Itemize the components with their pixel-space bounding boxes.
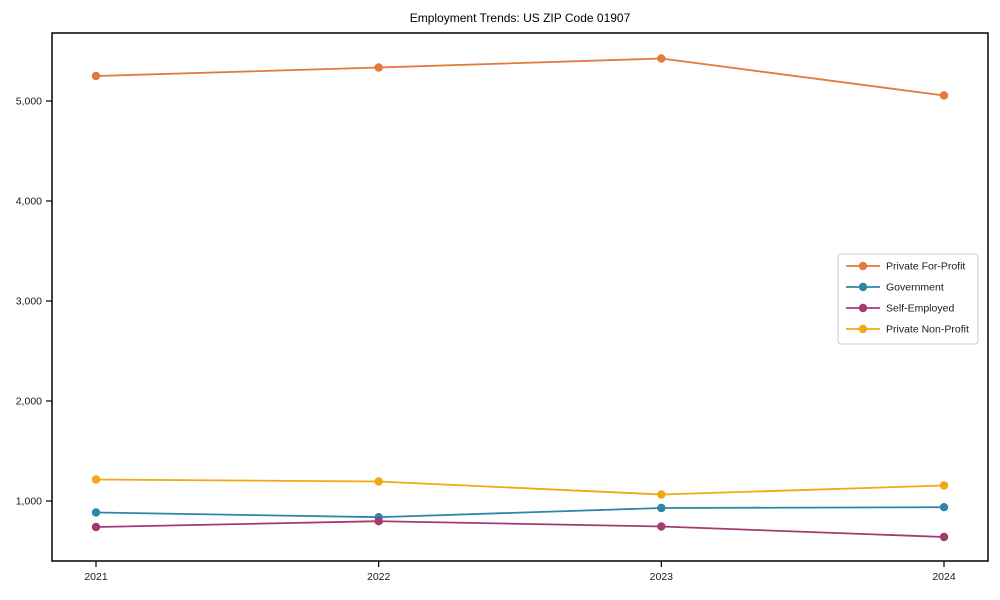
- x-tick-label: 2023: [650, 571, 674, 583]
- series-point-private-for-profit: [91, 71, 101, 81]
- legend-label-government: Government: [886, 282, 944, 294]
- legend-label-private-for-profit: Private For-Profit: [886, 261, 965, 273]
- plot-frame: [51, 32, 989, 562]
- x-tick-label: 2021: [84, 571, 108, 583]
- x-tick-label: 2022: [367, 571, 391, 583]
- y-tick-label: 5,000: [16, 96, 42, 108]
- series-point-government: [91, 508, 101, 517]
- series-line-private-for-profit: [95, 57, 945, 97]
- legend-label-private-non-profit: Private Non-Profit: [886, 324, 969, 336]
- series-point-self-employed: [939, 532, 949, 542]
- series-point-private-non-profit: [374, 477, 383, 486]
- chart-title: Employment Trends: US ZIP Code 01907: [409, 11, 631, 25]
- series-point-government: [939, 503, 949, 512]
- series-line-private-non-profit: [95, 478, 945, 496]
- y-tick-label: 3,000: [16, 296, 42, 308]
- series-point-private-non-profit: [657, 490, 666, 499]
- x-tick-label: 2024: [932, 571, 956, 583]
- legend-marker-government: [858, 282, 868, 292]
- y-tick-label: 1,000: [16, 496, 42, 508]
- series-point-self-employed: [374, 517, 383, 526]
- y-tick-label: 2,000: [16, 396, 42, 408]
- series-point-private-for-profit: [657, 54, 666, 63]
- series-point-self-employed: [657, 522, 666, 531]
- legend-label-self-employed: Self-Employed: [886, 303, 954, 315]
- series-point-private-for-profit: [374, 63, 383, 72]
- series-point-self-employed: [91, 522, 101, 532]
- series-point-private-non-profit: [91, 475, 101, 484]
- series-line-government: [95, 506, 945, 519]
- series-point-private-for-profit: [939, 91, 949, 100]
- series-point-private-non-profit: [939, 481, 949, 490]
- series-line-self-employed: [95, 520, 945, 538]
- y-tick-label: 4,000: [16, 196, 42, 208]
- legend-marker-private-non-profit: [858, 324, 868, 334]
- series-point-government: [657, 503, 666, 513]
- legend-box: [837, 253, 979, 345]
- legend-marker-self-employed: [858, 303, 868, 313]
- legend-marker-private-for-profit: [858, 261, 868, 271]
